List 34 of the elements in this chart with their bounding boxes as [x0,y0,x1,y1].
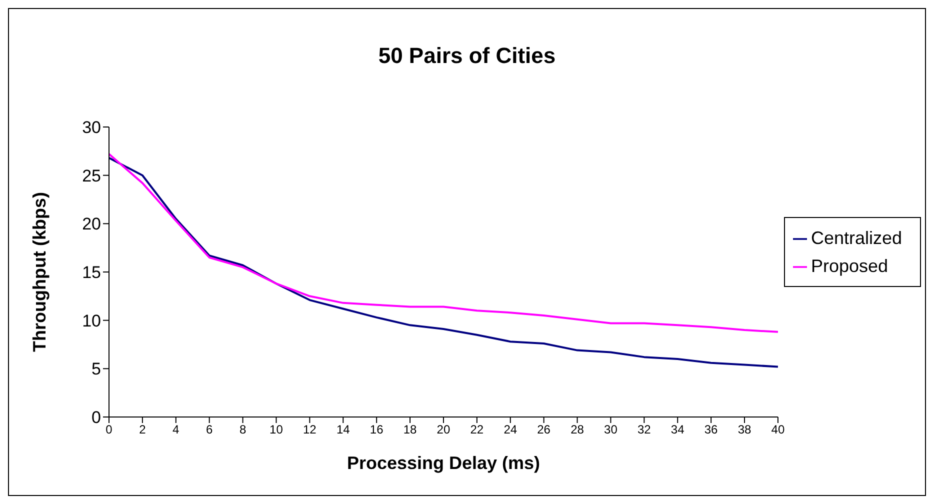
x-tick-label: 26 [537,422,551,437]
y-tick-label: 10 [82,311,101,330]
x-tick-label: 22 [470,422,484,437]
y-tick-label: 30 [82,118,101,138]
x-axis-title: Processing Delay (ms) [346,453,540,473]
x-tick-label: 2 [139,422,146,437]
x-tick-label: 32 [637,422,652,437]
legend-label: Centralized [810,228,902,248]
x-tick-label: 0 [106,422,113,437]
x-tick-label: 24 [504,422,518,437]
x-tick-label: 28 [570,422,584,437]
chart-title: 50 Pairs of Cities [377,43,557,69]
x-tick-label: 4 [172,422,180,437]
y-tick-label: 5 [92,360,101,379]
x-tick-label: 18 [403,422,418,437]
x-tick-label: 40 [771,422,785,437]
x-tick-label: 36 [704,422,718,437]
x-tick-label: 38 [738,422,752,437]
legend-label: Proposed [810,256,888,276]
y-tick-label: 25 [82,166,101,186]
line-series [109,156,778,368]
x-tick-label: 14 [336,422,350,437]
line-series [109,153,778,333]
x-tick-label: 16 [370,422,384,437]
x-tick-label: 10 [270,422,284,437]
y-axis-title: Throughput (kbps) [29,192,50,352]
x-tick-label: 6 [206,422,213,437]
y-tick-label: 20 [82,214,101,234]
x-tick-label: 8 [239,422,246,437]
x-tick-label: 20 [436,422,450,437]
x-tick-label: 30 [604,422,618,437]
x-tick-label: 12 [303,422,317,437]
x-tick-label: 34 [670,422,685,437]
y-tick-label: 15 [82,263,101,282]
